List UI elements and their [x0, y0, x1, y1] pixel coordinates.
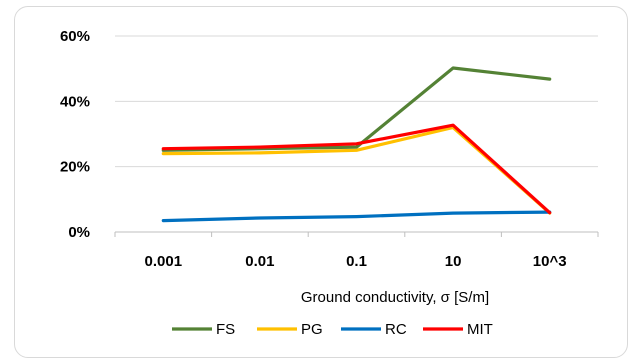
y-axis-ticks: 0% 20% 40% 60%	[60, 28, 90, 241]
y-tick-label: 60%	[60, 28, 90, 45]
series-line-fs	[161, 66, 552, 152]
legend-label-pg: PG	[301, 321, 323, 338]
x-tick-label: 10^3	[533, 253, 567, 270]
x-tick-label: 0.01	[245, 253, 274, 270]
chart-frame	[14, 6, 628, 358]
series-line-mit	[161, 123, 552, 215]
series-lines	[161, 66, 552, 223]
gridlines	[115, 35, 598, 168]
series-line-pg	[161, 125, 552, 215]
y-tick-label: 0%	[68, 224, 90, 241]
line-chart: 0% 20% 40% 60% 0.001 0.01 0.1 10 10^3 Ground co…	[60, 28, 599, 338]
x-tick-label: 0.001	[145, 253, 183, 270]
series-line-rc	[161, 210, 552, 223]
x-axis-title: Ground conductivity, σ [S/m]	[301, 289, 489, 306]
legend-label-rc: RC	[385, 321, 407, 338]
legend-label-mit: MIT	[467, 321, 493, 338]
y-tick-label: 40%	[60, 93, 90, 110]
x-tick-label: 10	[445, 253, 462, 270]
x-tick-label: 0.1	[346, 253, 367, 270]
x-axis-ticks: 0.001 0.01 0.1 10 10^3	[114, 232, 599, 270]
legend: FS PG RC MIT	[172, 321, 493, 338]
y-tick-label: 20%	[60, 159, 90, 176]
legend-label-fs: FS	[216, 321, 235, 338]
